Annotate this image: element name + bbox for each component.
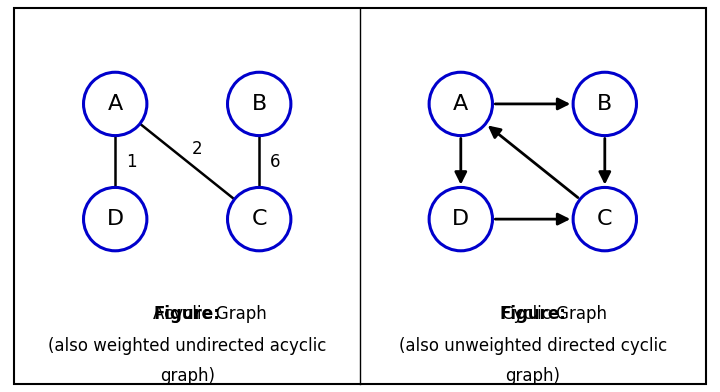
Text: graph): graph) <box>505 367 560 385</box>
Text: Acyclic Graph: Acyclic Graph <box>153 305 266 323</box>
Circle shape <box>429 187 492 251</box>
Text: B: B <box>597 94 613 114</box>
Text: D: D <box>452 209 469 229</box>
Text: 6: 6 <box>270 152 281 171</box>
Text: A: A <box>453 94 469 114</box>
Text: 2: 2 <box>192 140 202 158</box>
Text: 1: 1 <box>126 152 137 171</box>
Circle shape <box>228 187 291 251</box>
Circle shape <box>573 187 636 251</box>
Text: A: A <box>107 94 123 114</box>
Circle shape <box>228 72 291 136</box>
Text: (also unweighted directed cyclic: (also unweighted directed cyclic <box>399 337 667 355</box>
Text: graph): graph) <box>160 367 215 385</box>
Text: Cyclic Graph: Cyclic Graph <box>503 305 608 323</box>
Circle shape <box>84 72 147 136</box>
Text: Figure:: Figure: <box>154 305 220 323</box>
Text: D: D <box>107 209 124 229</box>
Circle shape <box>573 72 636 136</box>
Circle shape <box>429 72 492 136</box>
Text: (also weighted undirected acyclic: (also weighted undirected acyclic <box>48 337 326 355</box>
Text: C: C <box>597 209 613 229</box>
Text: B: B <box>251 94 267 114</box>
Text: Figure:: Figure: <box>500 305 566 323</box>
Text: C: C <box>251 209 267 229</box>
Circle shape <box>84 187 147 251</box>
